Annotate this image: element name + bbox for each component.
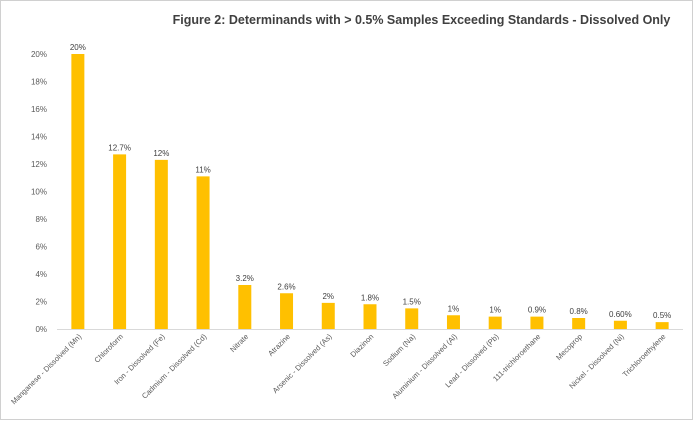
y-tick-label: 4% [35, 270, 47, 279]
bar [196, 176, 210, 329]
data-label: 3.2% [236, 274, 254, 283]
category-label: Sodium (Na) [381, 332, 417, 368]
category-label: Diazinon [348, 332, 375, 359]
y-tick-label: 14% [31, 133, 47, 142]
data-label: 1.8% [361, 293, 379, 302]
category-label: Trichloroethylene [621, 332, 668, 379]
data-label: 12.7% [108, 143, 131, 152]
bar [154, 159, 168, 329]
y-tick-label: 12% [31, 160, 47, 169]
y-tick-label: 20% [31, 50, 47, 59]
y-tick-label: 8% [35, 215, 47, 224]
data-label: 11% [195, 165, 210, 174]
y-tick-label: 0% [35, 325, 47, 334]
bar [488, 316, 502, 329]
category-label: Nitrate [228, 332, 250, 354]
data-label: 20% [70, 43, 86, 52]
data-label: 2.6% [277, 282, 295, 291]
category-label: Chloroform [92, 332, 125, 365]
data-label: 1% [489, 306, 501, 315]
y-tick-label: 16% [31, 105, 47, 114]
bar [655, 322, 669, 329]
category-label: Manganese - Dissolved (Mn) [9, 332, 84, 407]
y-tick-label: 6% [35, 243, 47, 252]
y-tick-label: 18% [31, 78, 47, 87]
data-label: 0.5% [653, 311, 671, 320]
category-label: Mecoprop [554, 332, 584, 362]
data-label: 0.9% [528, 306, 546, 315]
bar [613, 320, 627, 329]
chart-title: Figure 2: Determinands with > 0.5% Sampl… [172, 13, 671, 27]
bar [280, 293, 294, 329]
bar [446, 315, 460, 329]
data-label: 0.8% [570, 307, 588, 316]
bar [238, 285, 252, 329]
bar [71, 54, 85, 329]
bar [572, 318, 586, 329]
bar [405, 308, 419, 329]
bar [363, 304, 377, 329]
bar [321, 302, 335, 329]
bar [530, 316, 544, 329]
data-label: 2% [322, 292, 334, 301]
data-label: 0.60% [609, 310, 632, 319]
category-label: Atrazine [266, 332, 292, 358]
data-label: 1% [448, 304, 460, 313]
bar [113, 154, 127, 329]
y-tick-label: 10% [31, 188, 47, 197]
y-tick-label: 2% [35, 298, 47, 307]
data-label: 12% [153, 149, 169, 158]
data-label: 1.5% [403, 297, 421, 306]
